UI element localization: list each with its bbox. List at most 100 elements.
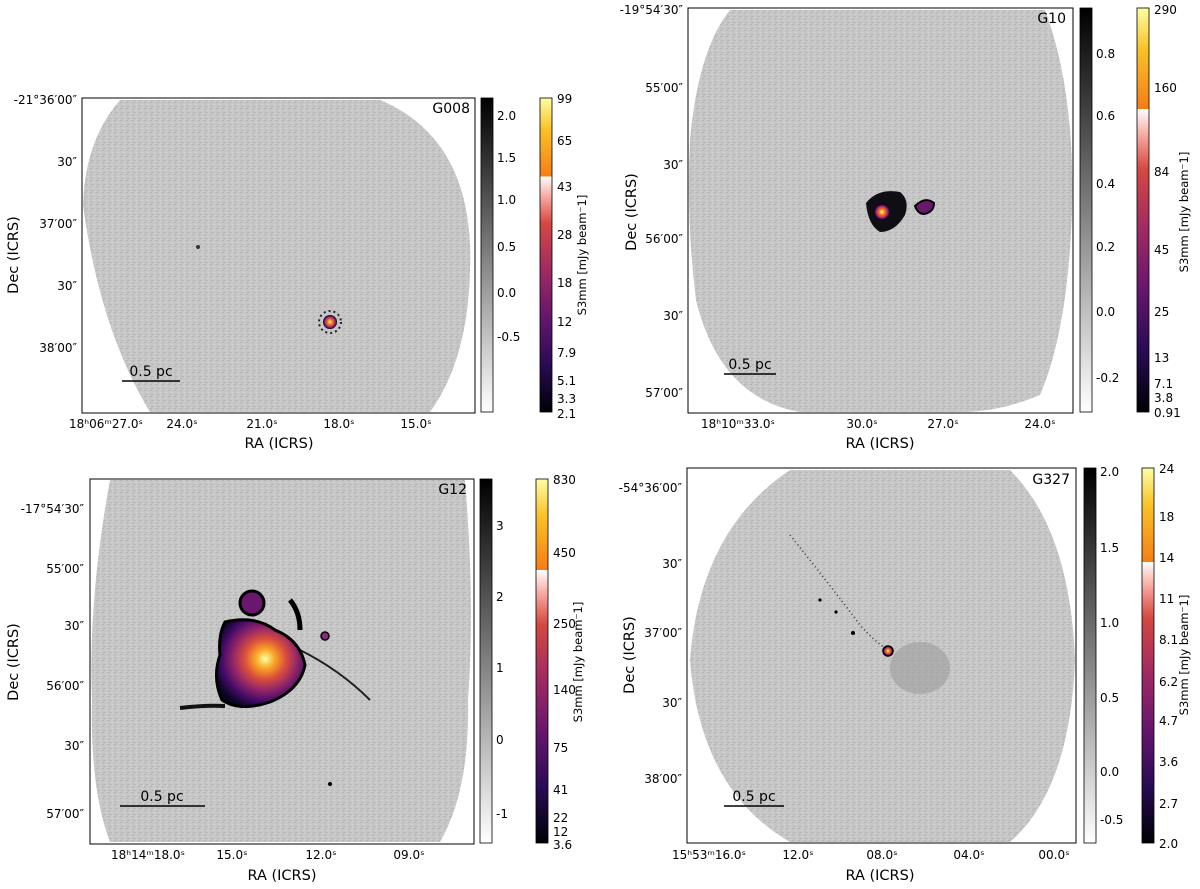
gray-cbar-tick: 0.2 [1096, 240, 1115, 254]
dec-tick-label: 37′00″ [644, 626, 682, 640]
color-cbar-label-g327: S3mm [mJy beam⁻1] [1177, 595, 1191, 716]
dec-tick-label: 55′00″ [46, 562, 84, 576]
source-g12-knot [320, 631, 330, 641]
color-cbar-tick: 13 [1154, 351, 1169, 365]
color-cbar-tick: 2.7 [1159, 797, 1178, 811]
color-cbar-tick: 45 [1154, 243, 1169, 257]
dec-tick-label: 30″ [57, 155, 77, 169]
gray-cbar-tick: 0.0 [497, 286, 516, 300]
dec-tick-label: 30″ [64, 739, 84, 753]
dec-tick-label: 56′00″ [645, 232, 683, 246]
field-name-g10: G10 [1037, 11, 1066, 27]
source-g12-main [215, 618, 307, 708]
source-g327-diffuse [890, 642, 950, 694]
x-axis-label-g12: RA (ICRS) [247, 868, 316, 884]
dec-tick-label: -54°36′00″ [619, 481, 683, 495]
source-g12-north [238, 589, 266, 617]
color-cbar-tick: 41 [553, 783, 568, 797]
source-g10-arc [913, 199, 936, 216]
field-name-g008: G008 [432, 101, 470, 117]
gray-cbar-tick: 0.8 [1096, 47, 1115, 61]
ra-tick-label: 18ʰ14ᵐ18.0ˢ [111, 848, 185, 862]
color-cbar-label-g008: S3mm [mJy beam⁻1] [575, 195, 589, 316]
ra-tick-label: 04.0ˢ [953, 848, 984, 862]
y-axis-label-g10: Dec (ICRS) [624, 173, 640, 251]
dec-tick-label: 30″ [662, 696, 682, 710]
color-cbar-tick: 2.0 [1159, 837, 1178, 851]
gray-cbar-tick: 3 [496, 519, 504, 533]
y-axis-label-g008: Dec (ICRS) [6, 216, 22, 294]
field-name-g327: G327 [1032, 472, 1070, 488]
color-cbar-tick: 12 [557, 315, 572, 329]
color-cbar-tick: 3.6 [553, 838, 572, 852]
dec-tick-label: -21°36′00″ [14, 93, 78, 107]
source-g12 [179, 589, 371, 786]
dec-tick-label: 38′00″ [39, 341, 77, 355]
color-cbar-tick: 3.6 [1159, 755, 1178, 769]
ra-tick-label: 15.0ˢ [400, 417, 431, 431]
source-g327-knot [834, 610, 838, 614]
gray-cbar-tick: 1.0 [497, 193, 516, 207]
gray-cbar-tick: 0.0 [1100, 765, 1119, 779]
y-axis-label-g327: Dec (ICRS) [622, 616, 638, 694]
gray-cbar-tick: 2 [496, 590, 504, 604]
dec-tick-label: 56′00″ [46, 679, 84, 693]
color-colorbar-g10 [1136, 7, 1150, 413]
gray-cbar-tick: 0.4 [1096, 177, 1115, 191]
dec-tick-label: -19°54′30″ [620, 3, 684, 17]
color-colorbar-g008 [539, 97, 553, 413]
ra-tick-label: 18ʰ06ᵐ27.0ˢ [69, 417, 143, 431]
color-cbar-tick: 28 [557, 228, 572, 242]
dec-tick-label: 30″ [663, 309, 683, 323]
gray-cbar-tick: -0.5 [497, 330, 520, 344]
gray-cbar-tick: 0.5 [1100, 691, 1119, 705]
gray-cbar-tick: -0.5 [1100, 813, 1123, 827]
x-axis-label-g008: RA (ICRS) [244, 436, 313, 452]
plot-frame-g327 [686, 467, 1077, 844]
source-g327-core [882, 645, 894, 657]
color-cbar-tick: 12 [553, 825, 568, 839]
gray-cbar-tick: 2.0 [1100, 465, 1119, 479]
gray-cbar-tick: 0.5 [497, 240, 516, 254]
dec-tick-label: 38′00″ [644, 772, 682, 786]
color-cbar-tick: 22 [553, 811, 568, 825]
color-cbar-tick: 11 [1159, 592, 1174, 606]
ra-tick-label: 18.0ˢ [323, 417, 354, 431]
dec-tick-label: 30″ [57, 279, 77, 293]
color-cbar-tick: 14 [1159, 551, 1174, 565]
scalebar-label-g327: 0.5 pc [732, 789, 775, 805]
source-g008-core [323, 315, 337, 329]
dec-tick-label: 30″ [663, 158, 683, 172]
dec-tick-label: 30″ [662, 557, 682, 571]
source-g327-knot [818, 598, 822, 602]
scalebar-label-g008: 0.5 pc [129, 364, 172, 380]
panel-g12: 0.5 pc G12 -17°54′30″ 55′00″ 30″ 56′00″ … [6, 473, 585, 884]
color-cbar-tick: 18 [557, 276, 572, 290]
gray-cbar-tick: 0.0 [1096, 305, 1115, 319]
ra-tick-label: 15ʰ53ᵐ16.0ˢ [672, 848, 746, 862]
color-cbar-tick: 43 [557, 180, 572, 194]
color-cbar-tick: 75 [553, 741, 568, 755]
ra-tick-label: 18ʰ10ᵐ33.0ˢ [701, 417, 775, 431]
dec-tick-label: 30″ [64, 619, 84, 633]
ra-tick-label: 12.0ˢ [782, 848, 813, 862]
x-axis-label-g327: RA (ICRS) [845, 868, 914, 884]
gray-cbar-tick: 0 [496, 733, 504, 747]
color-colorbar-g12 [535, 478, 549, 844]
color-cbar-tick: 3.3 [557, 392, 576, 406]
gray-cbar-tick: 1 [496, 661, 504, 675]
color-cbar-tick: 8.1 [1159, 633, 1178, 647]
panel-g008: 0.5 pc G008 -21°36′00″ 30″ 37′00″ 30″ 38… [6, 92, 589, 452]
color-cbar-tick: 2.1 [557, 407, 576, 421]
gray-cbar-tick: -0.2 [1096, 371, 1119, 385]
ra-tick-label: 12.0ˢ [305, 848, 336, 862]
scalebar-label-g10: 0.5 pc [728, 357, 771, 373]
gray-cbar-tick: 2.0 [497, 109, 516, 123]
ra-tick-label: 09.0ˢ [393, 848, 424, 862]
color-cbar-tick: 140 [553, 683, 576, 697]
source-g008-faint [196, 245, 200, 249]
ra-tick-label: 00.0ˢ [1038, 848, 1069, 862]
ra-tick-label: 15.0ˢ [216, 848, 247, 862]
source-g12-shadow [179, 703, 226, 710]
